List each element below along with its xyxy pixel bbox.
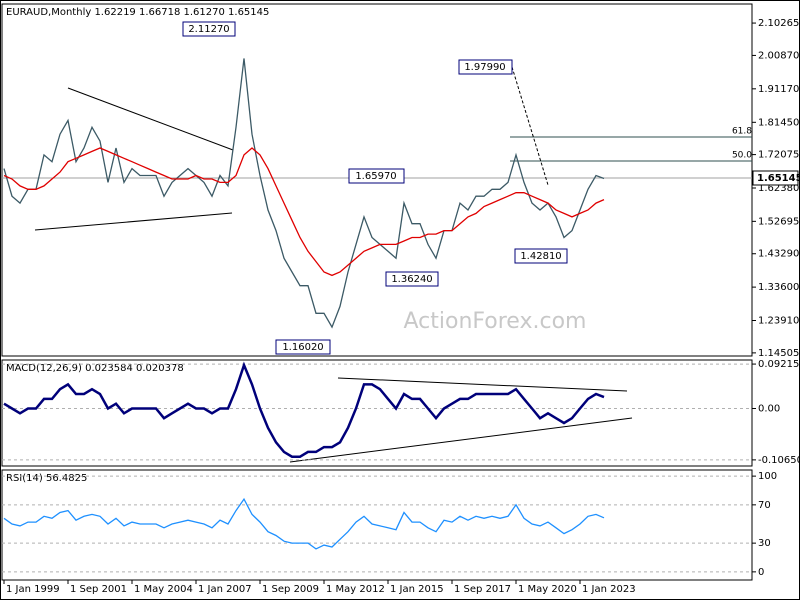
y-tick-label: 2.00870 bbox=[758, 50, 799, 61]
panel-title: RSI(14) 56.4825 bbox=[6, 473, 87, 484]
annotation-box bbox=[275, 339, 331, 355]
rsi-panel bbox=[1, 469, 753, 581]
last-price-box bbox=[752, 170, 799, 186]
trendline bbox=[511, 66, 549, 186]
annotation: 1.42810 bbox=[520, 251, 561, 262]
x-tick-label: 1 Jan 2007 bbox=[198, 584, 252, 595]
y-tick-label: 2.10265 bbox=[758, 18, 799, 29]
y-tick-label: 100 bbox=[758, 471, 777, 482]
y-tick-label: 1.62380 bbox=[758, 183, 799, 194]
y-tick-label: 1.91170 bbox=[758, 84, 799, 95]
y-tick-label: 70 bbox=[758, 500, 771, 511]
annotation-box bbox=[514, 248, 568, 264]
y-tick-label: 0.00 bbox=[758, 404, 780, 415]
trendline bbox=[337, 377, 628, 392]
series-line bbox=[3, 58, 605, 329]
x-tick-label: 1 Sep 2009 bbox=[262, 584, 319, 595]
last-price: 1.65145 bbox=[757, 173, 800, 184]
series-line bbox=[3, 497, 605, 550]
fib-label: 61.8 bbox=[732, 127, 752, 137]
panel-title: MACD(12,26,9) 0.023584 0.020378 bbox=[6, 363, 184, 374]
panel-title: EURAUD,Monthly 1.62219 1.66718 1.61270 1… bbox=[6, 7, 269, 18]
annotation: 2.11270 bbox=[188, 24, 229, 35]
y-tick-label: 1.52695 bbox=[758, 216, 799, 227]
trendline bbox=[289, 417, 633, 463]
annotation-box bbox=[458, 59, 513, 75]
trendline bbox=[34, 212, 233, 231]
y-tick-label: 1.23910 bbox=[758, 315, 799, 326]
y-tick-label: 1.33600 bbox=[758, 282, 799, 293]
series-line bbox=[3, 361, 605, 458]
x-tick-label: 1 May 2004 bbox=[134, 584, 193, 595]
annotation: 1.36240 bbox=[391, 274, 432, 285]
x-tick-label: 1 May 2020 bbox=[518, 584, 577, 595]
y-tick-label: 1.14505 bbox=[758, 348, 799, 359]
x-tick-label: 1 Jan 2023 bbox=[582, 584, 636, 595]
macd-panel bbox=[1, 359, 753, 467]
y-tick-label: 0.092158 bbox=[758, 359, 800, 370]
annotation: 1.65970 bbox=[355, 171, 396, 182]
y-tick-label: 0 bbox=[758, 567, 764, 578]
annotation-box bbox=[348, 168, 405, 184]
annotation: 1.16020 bbox=[282, 342, 323, 353]
y-tick-label: 1.43290 bbox=[758, 249, 799, 260]
trendline bbox=[67, 87, 234, 151]
x-tick-label: 1 Jan 2015 bbox=[390, 584, 444, 595]
x-tick-label: 1 Sep 2001 bbox=[70, 584, 127, 595]
y-tick-label: 30 bbox=[758, 538, 771, 549]
y-tick-label: -0.106503 bbox=[758, 455, 800, 466]
price-panel bbox=[1, 3, 753, 357]
watermark: ActionForex.com bbox=[404, 309, 587, 334]
annotation: 1.97990 bbox=[464, 62, 505, 73]
y-tick-label: 1.72075 bbox=[758, 150, 799, 161]
x-tick-label: 1 May 2012 bbox=[326, 584, 385, 595]
series-line bbox=[3, 147, 605, 277]
annotation-box bbox=[182, 21, 236, 37]
fib-label: 50.0 bbox=[732, 151, 752, 161]
x-tick-label: 1 Jan 1999 bbox=[6, 584, 60, 595]
x-tick-label: 1 Sep 2017 bbox=[454, 584, 511, 595]
y-tick-label: 1.81450 bbox=[758, 117, 799, 128]
annotation-box bbox=[385, 271, 439, 287]
